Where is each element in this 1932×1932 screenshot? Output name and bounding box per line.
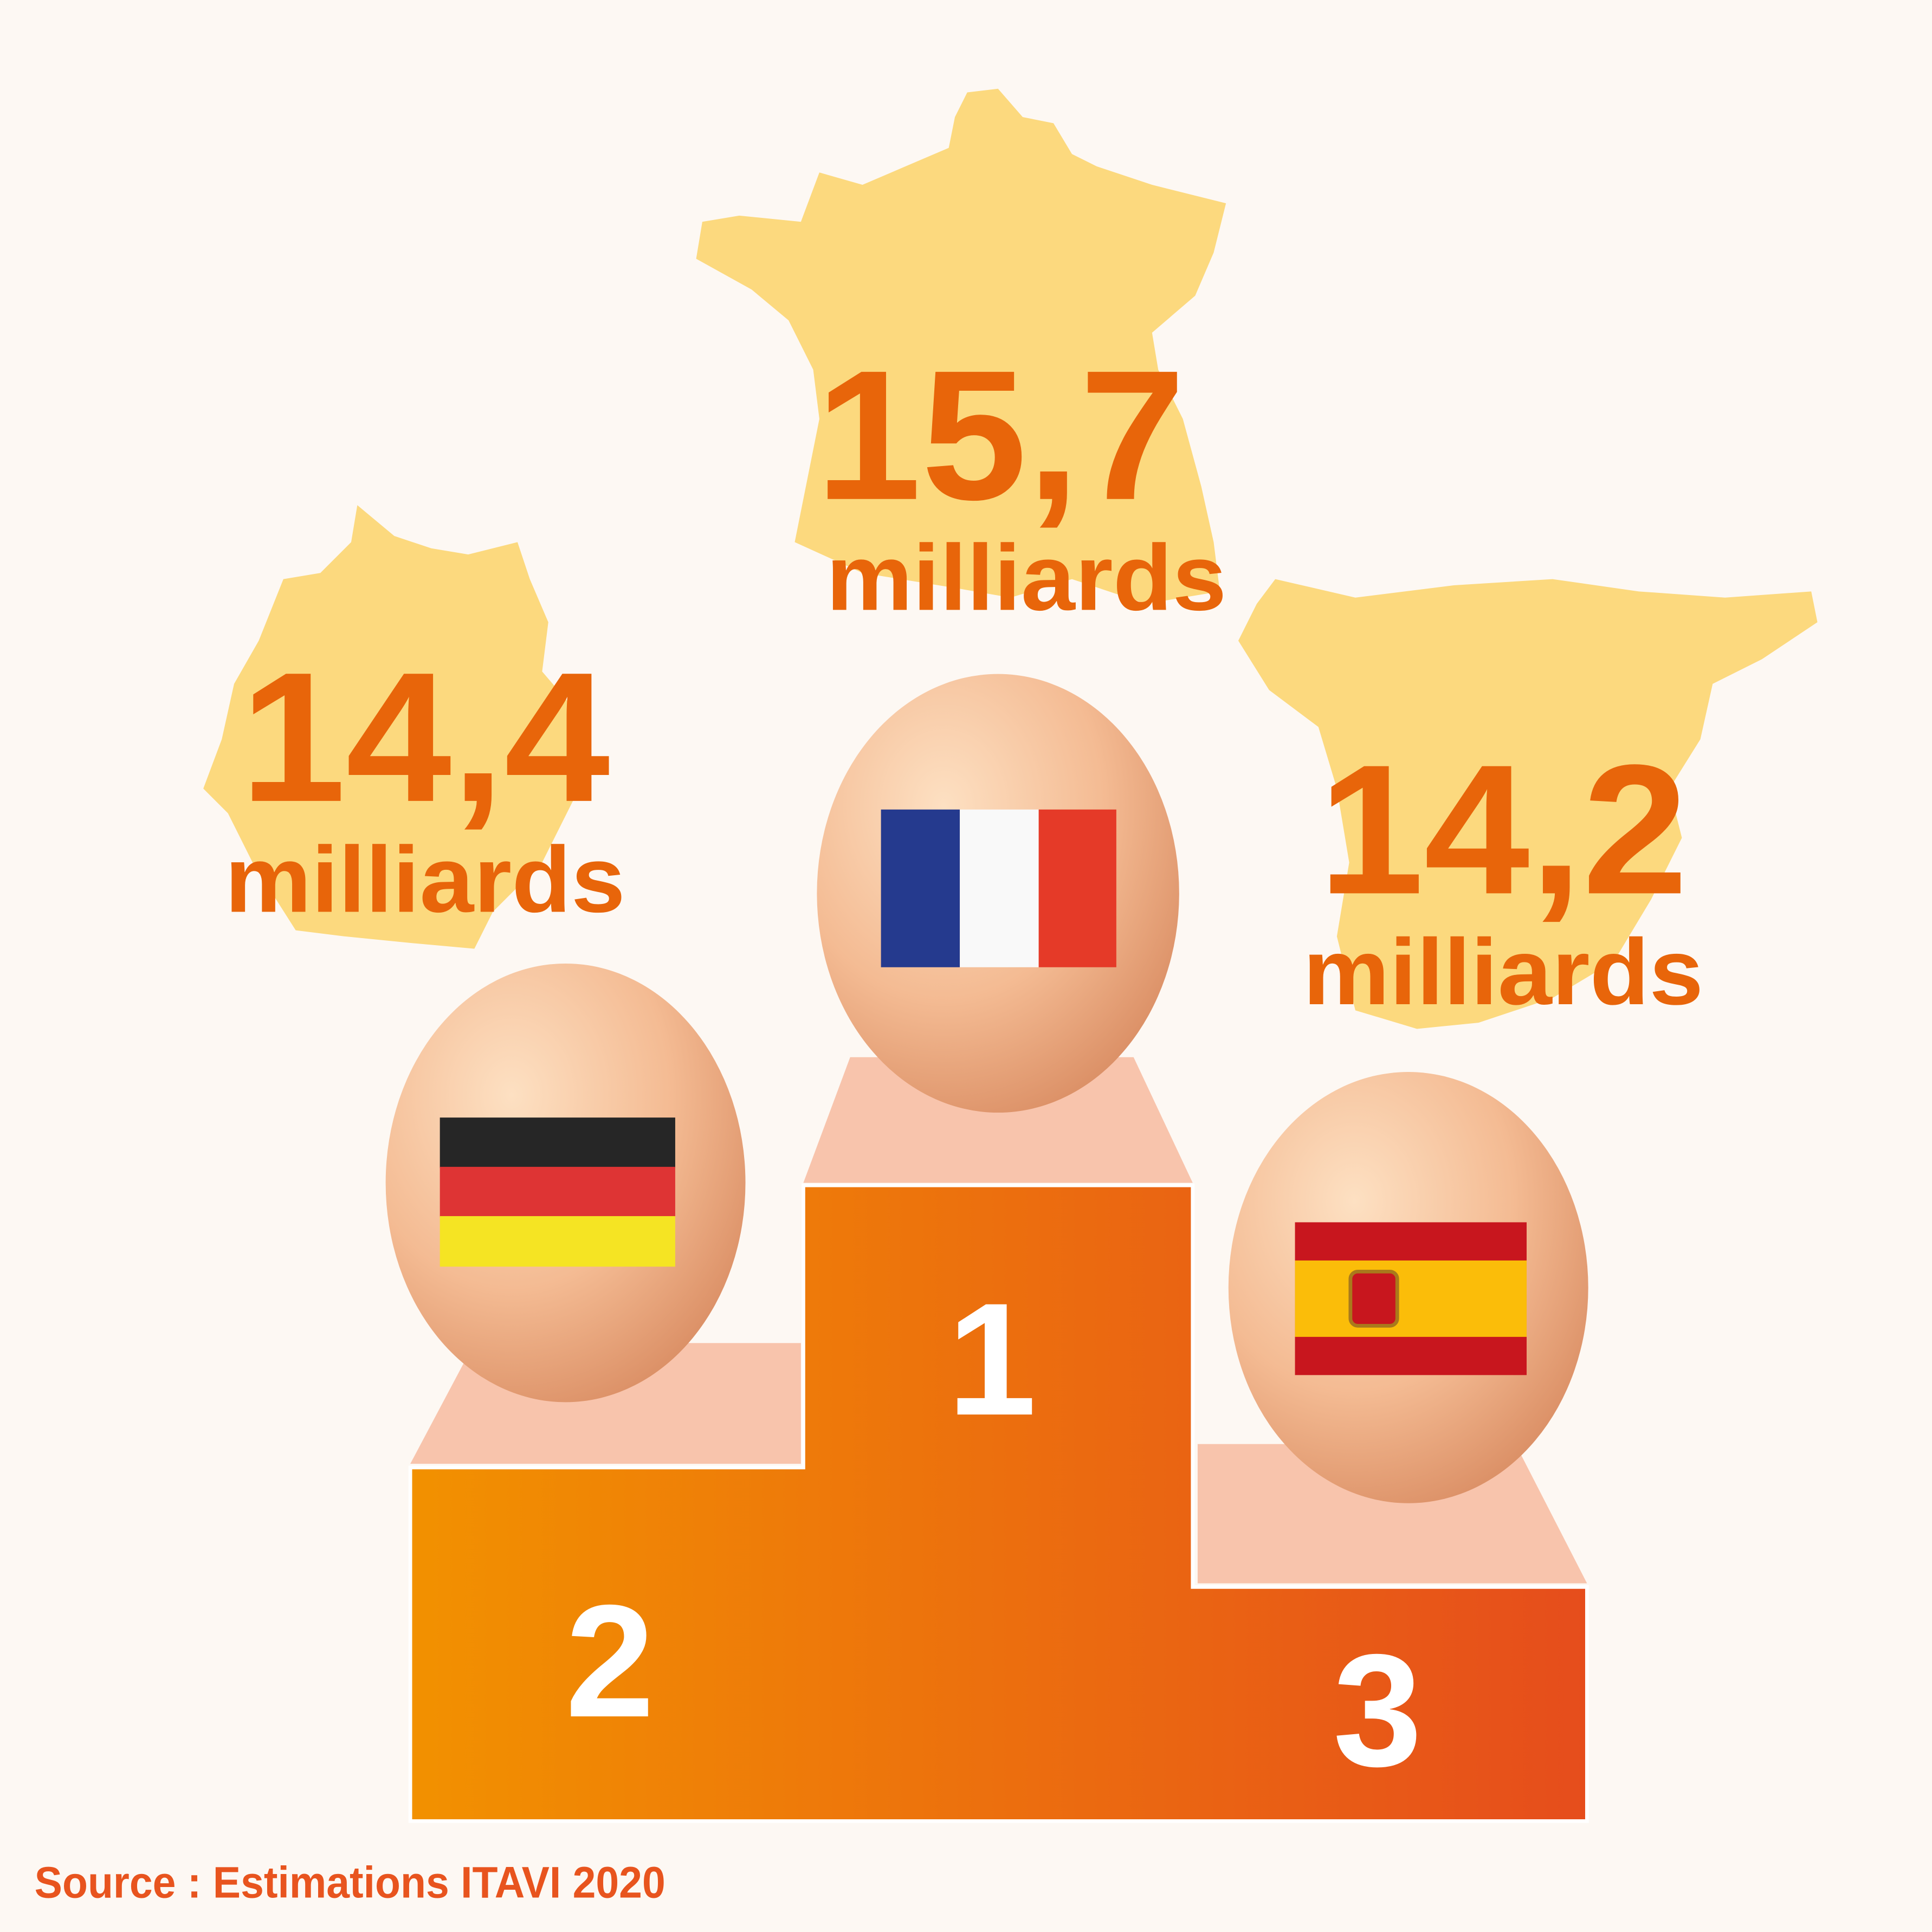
map-france [696,88,1226,604]
unit: milliards [225,827,625,932]
rank: 3 [1333,1620,1422,1800]
map-germany [203,505,579,949]
value: 15,7 [816,332,1185,539]
source: Source : Estimations ITAVI 2020 [35,1858,665,1907]
rank: 2 [565,1571,654,1750]
map-spain [1238,579,1818,1029]
flag-germany [440,1117,675,1267]
value: 14,2 [1319,726,1688,933]
flag-spain [1295,1222,1527,1375]
podium-top [803,1057,1193,1183]
rank: 1 [947,1269,1036,1449]
value: 14,4 [240,634,611,841]
podium [408,1183,1589,1823]
flag-france [881,809,1116,967]
unit: milliards [826,525,1226,630]
unit: milliards [1303,920,1703,1024]
